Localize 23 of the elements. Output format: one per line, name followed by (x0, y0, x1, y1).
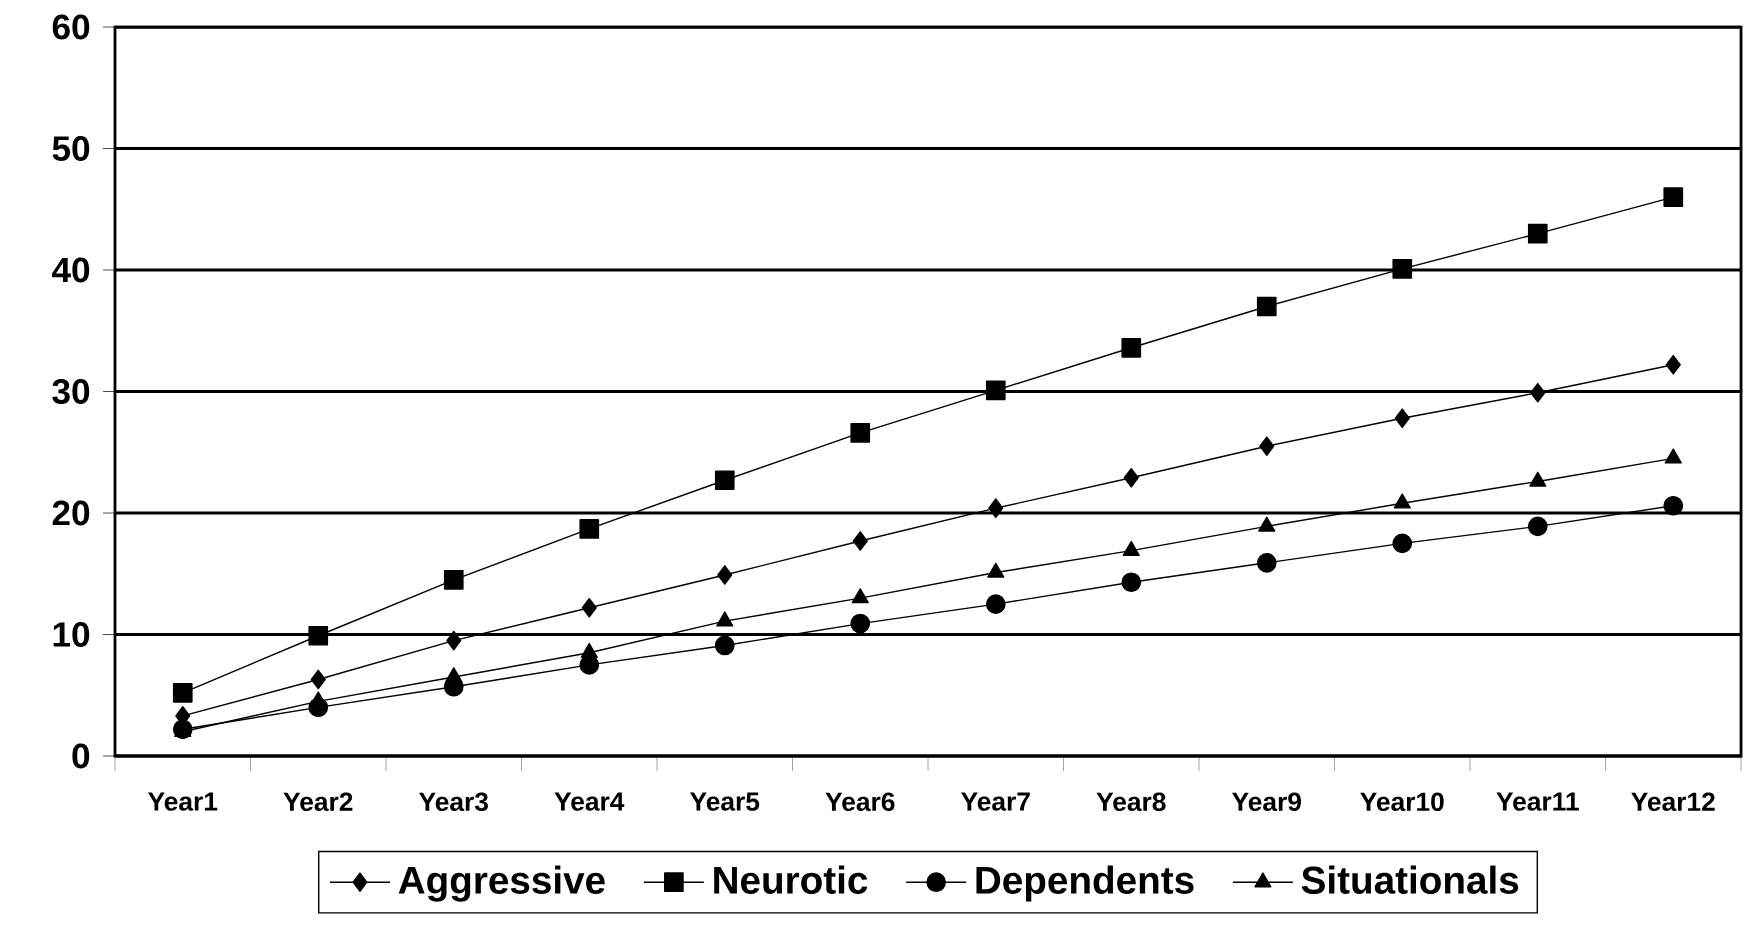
y-tick-label: 40 (52, 257, 90, 283)
y-tick-label: 0 (72, 743, 90, 769)
x-tick-label: Year4 (554, 792, 625, 811)
x-tick-label: Year6 (825, 792, 895, 812)
x-tick-label: Year12 (1631, 792, 1715, 812)
y-tick-label: 60 (52, 14, 90, 40)
y-tick-label: 10 (53, 622, 90, 647)
legend-label: Dependents (976, 865, 1194, 902)
y-tick-label: 20 (52, 500, 90, 526)
legend-label: Neurotic (714, 865, 868, 894)
x-tick-label: Year7 (961, 792, 1030, 811)
legend-label: Aggressive (398, 865, 605, 902)
x-tick-label: Year2 (283, 792, 353, 812)
x-tick-label: Year5 (690, 792, 760, 811)
x-tick-label: Year3 (419, 792, 488, 812)
y-tick-label: 50 (52, 136, 90, 161)
x-tick-label: Year10 (1360, 792, 1444, 812)
x-tick-label: Year11 (1496, 792, 1579, 811)
x-tick-label: Year8 (1096, 792, 1166, 812)
x-tick-label: Year1 (148, 792, 218, 811)
y-tick-label: 30 (52, 379, 90, 404)
x-tick-label: Year9 (1232, 792, 1301, 812)
legend-label: Situationals (1301, 865, 1519, 894)
